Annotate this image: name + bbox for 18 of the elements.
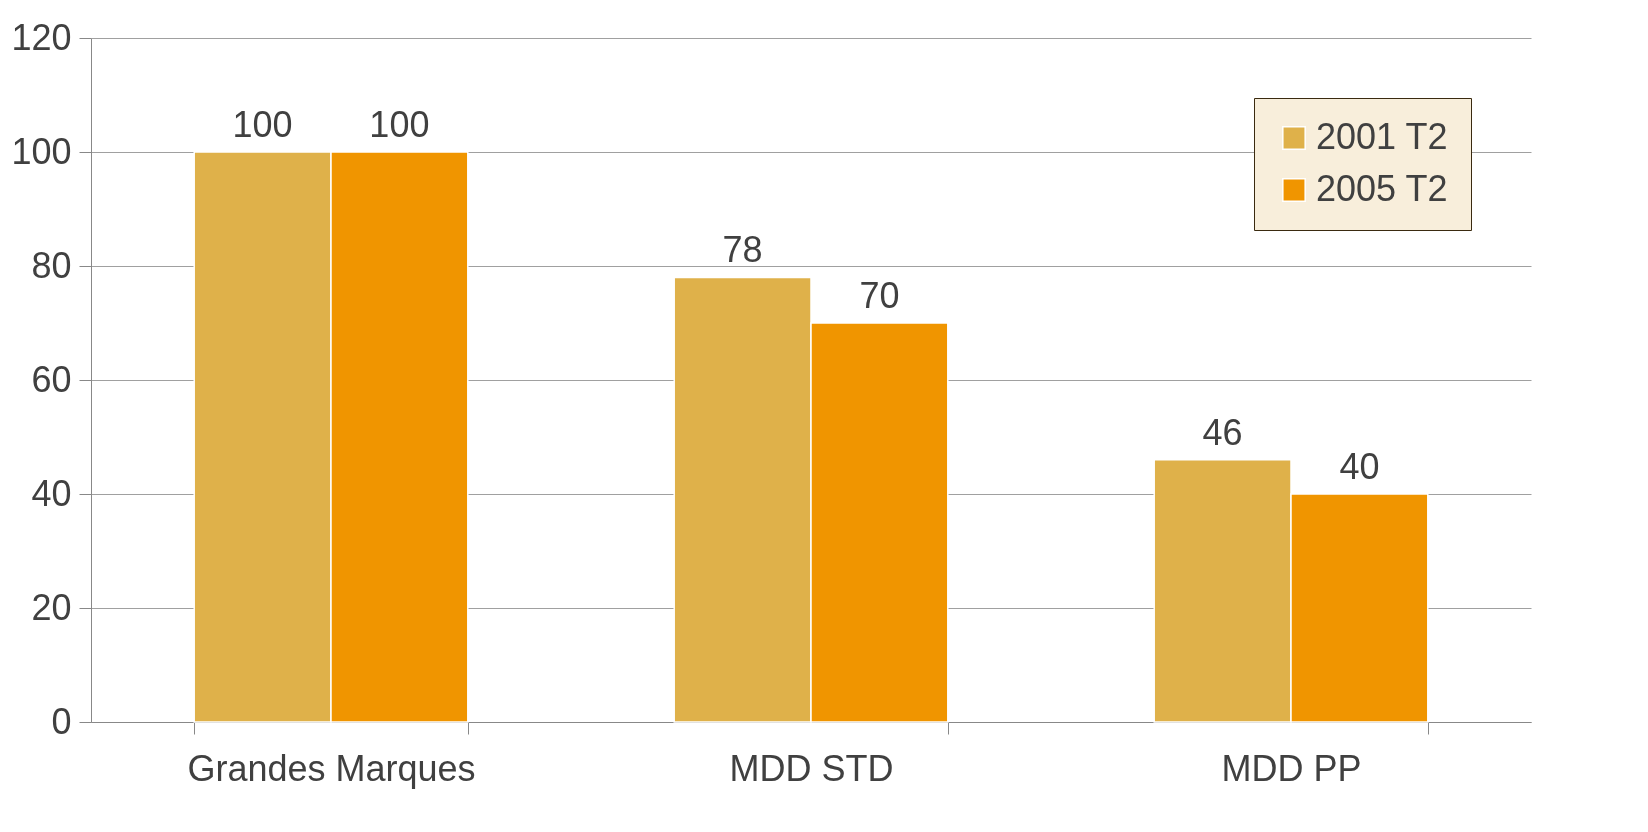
data-label: 70 (859, 275, 900, 316)
x-tick-label: MDD PP (1221, 747, 1362, 789)
y-tick-label: 120 (11, 16, 72, 58)
data-label: 100 (369, 104, 430, 145)
data-label: 100 (232, 104, 293, 145)
legend-label: 2001 T2 (1316, 116, 1448, 157)
data-label: 78 (722, 229, 763, 271)
y-tick-label: 60 (31, 358, 72, 400)
y-tick-label: 20 (31, 586, 72, 628)
x-tick-label: MDD STD (729, 747, 894, 789)
legend-label: 2005 T2 (1316, 168, 1448, 209)
y-tick-label: 40 (31, 472, 72, 514)
data-label: 46 (1202, 411, 1243, 453)
y-tick-label: 80 (31, 244, 72, 286)
x-tick-label: Grandes Marques (187, 747, 476, 789)
y-tick-label: 100 (11, 130, 72, 172)
y-tick-label: 0 (51, 700, 72, 742)
data-label: 40 (1339, 446, 1380, 487)
